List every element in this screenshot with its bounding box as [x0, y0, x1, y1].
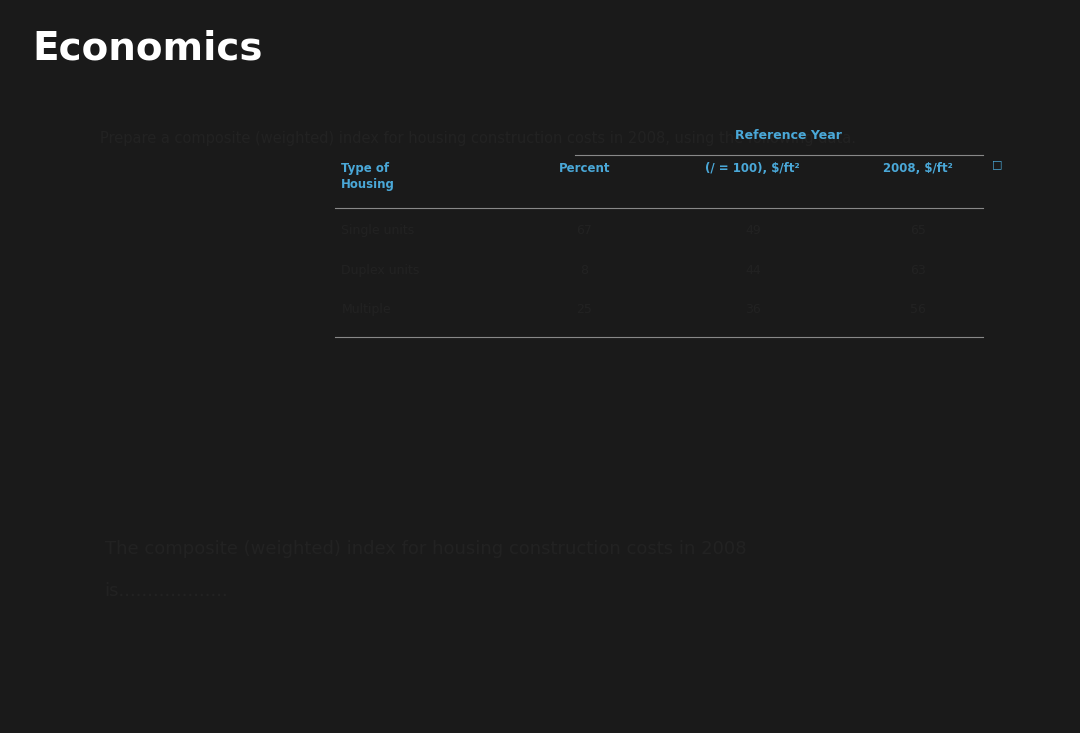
- Text: The composite (weighted) index for housing construction costs in 2008: The composite (weighted) index for housi…: [105, 540, 746, 558]
- Text: Prepare a composite (weighted) index for housing construction costs in 2008, usi: Prepare a composite (weighted) index for…: [100, 131, 855, 147]
- Text: 67: 67: [577, 224, 592, 237]
- Text: 44: 44: [745, 264, 760, 276]
- Text: □: □: [991, 159, 1002, 169]
- Text: 2008, $/ft²: 2008, $/ft²: [883, 161, 953, 174]
- Text: 8: 8: [580, 264, 589, 276]
- Text: Percent: Percent: [558, 161, 610, 174]
- Text: 65: 65: [910, 224, 926, 237]
- Text: 25: 25: [577, 303, 592, 316]
- Text: Reference Year: Reference Year: [735, 129, 841, 142]
- Text: Duplex units: Duplex units: [341, 264, 420, 276]
- Text: 56: 56: [910, 303, 926, 316]
- Text: Economics: Economics: [32, 29, 262, 67]
- Text: Type of
Housing: Type of Housing: [341, 161, 395, 191]
- Text: 63: 63: [910, 264, 926, 276]
- Text: is...................: is...................: [105, 582, 228, 600]
- Text: Single units: Single units: [341, 224, 415, 237]
- Text: 49: 49: [745, 224, 760, 237]
- Text: Multiple: Multiple: [341, 303, 391, 316]
- Text: (/ = 100), $/ft²: (/ = 100), $/ft²: [705, 161, 800, 174]
- Text: 36: 36: [745, 303, 760, 316]
